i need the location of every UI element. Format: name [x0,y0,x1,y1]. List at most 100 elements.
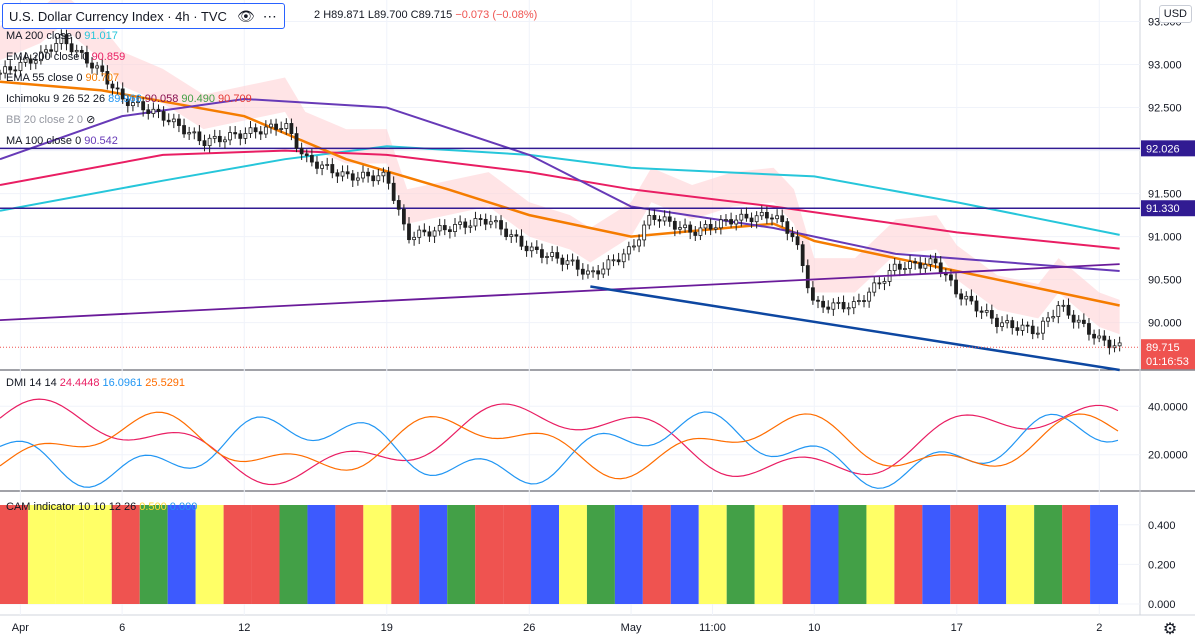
legend-ema200[interactable]: EMA 200 close 0 90.859 [6,50,128,64]
candle-body [923,263,928,269]
candle-body [131,102,135,107]
candle-body [514,234,519,237]
cam-bar [978,505,1007,604]
legend-bb-name: BB 20 close 2 0 [6,114,84,126]
legend-ma100[interactable]: MA 100 close 0 90.542 [6,134,121,148]
candle-body [217,135,222,143]
candle-body [33,60,38,64]
candle-body [1030,325,1035,335]
legend-cam-value1: 0.500 [139,501,167,513]
candle-body [376,175,381,182]
candle-body [534,246,539,250]
series-line-2 [0,80,1120,307]
legend-ema55[interactable]: EMA 55 close 0 90.707 [6,71,122,85]
cam-bar [139,505,168,604]
dmi-tick-label: 40.0000 [1148,401,1188,413]
candle-body [836,301,841,304]
candle-body [151,108,156,114]
candle-body [1000,322,1004,327]
cam-bar [223,505,252,604]
candle-body [192,131,197,134]
candle-body [59,34,64,44]
candle-body [974,300,979,312]
candle-body [207,137,212,147]
candle-body [560,257,565,265]
candle-body [243,133,248,139]
cam-bar [1006,505,1035,604]
dmi-pane [0,398,1119,489]
candle-body [1097,335,1102,339]
ohlc-close: C89.715 [410,9,453,21]
candle-body [304,153,309,156]
candle-body [984,310,989,313]
trendline[interactable] [590,285,1120,372]
candle-body [422,229,427,233]
legend-ichimoku[interactable]: Ichimoku 9 26 52 26 89.966 90.058 90.490 90.… [6,92,255,106]
candle-body [826,306,831,310]
candle-body [1071,314,1076,323]
cam-bar [167,505,196,604]
candle-body [299,147,304,155]
price-tick-label: 93.000 [1148,60,1182,72]
candle-body [371,175,376,182]
time-tick-label: 26 [523,622,535,634]
candle-body [284,123,289,129]
candle-body [1046,317,1050,322]
candle-body [780,215,785,223]
symbol-title: U.S. Dollar Currency Index · 4h · TVC [9,8,227,24]
candle-body [872,282,877,293]
hidden-eye-icon[interactable]: ⊘ [86,114,96,126]
candle-body [202,140,207,147]
cam-bar [111,505,140,604]
eye-icon[interactable]: 👁 [236,7,255,24]
candle-body [550,252,555,257]
cam-bar [195,505,224,604]
currency-button[interactable]: USD [1158,5,1192,23]
time-tick-label: 2 [1096,622,1102,634]
cam-bar [586,505,615,604]
candle-body [693,231,698,236]
candle-body [509,234,514,238]
symbol-title-box[interactable]: U.S. Dollar Currency Index · 4h · TVC 👁 … [2,3,285,29]
candle-body [412,236,417,241]
candle-body [85,52,89,64]
time-tick-label: 17 [951,622,963,634]
legend-dmi[interactable]: DMI 14 14 24.4448 16.0961 25.5291 [6,376,188,390]
price-tick-label: 91.000 [1148,232,1182,244]
candle-body [366,171,371,177]
legend-ichimoku-name: Ichimoku 9 26 52 26 [6,93,106,105]
legend-cam-value2: 0.000 [169,501,198,513]
legend-dmi-plus: 24.4448 [59,377,100,389]
candle-body [800,244,805,266]
candle-body [754,215,759,223]
candle-body [1087,323,1091,335]
legend-bb[interactable]: BB 20 close 2 0 ⊘ [6,113,98,127]
candle-body [417,229,422,238]
candle-body [458,221,463,225]
candle-body [44,49,48,53]
candle-body [1107,339,1112,349]
candle-body [621,253,626,263]
settings-icon[interactable]: ⚙ [1163,621,1177,638]
candle-body [1061,304,1066,307]
legend-cam[interactable]: CAM indicator 10 10 12 26 0.500 0.000 [6,500,200,514]
trendline[interactable] [0,263,1120,321]
cam-bar [1062,505,1091,604]
candle-body [928,258,933,265]
more-icon[interactable]: ⋯ [262,7,278,24]
candle-body [821,300,826,308]
legend-ma200[interactable]: MA 200 close 0 91.017 [6,29,121,43]
legend-ma200-value: 91.017 [84,30,118,42]
horizontal-levels [0,147,1140,209]
candle-body [442,225,447,231]
candle-body [407,223,411,241]
candle-body [401,208,406,225]
candle-body [862,300,866,302]
candle-body [177,118,181,126]
candle-body [340,171,345,177]
candle-body [662,216,667,222]
legend-ichimoku-conversion: 89.966 [108,93,142,105]
legend-ema200-value: 90.859 [91,51,126,63]
candle-body [616,259,621,263]
